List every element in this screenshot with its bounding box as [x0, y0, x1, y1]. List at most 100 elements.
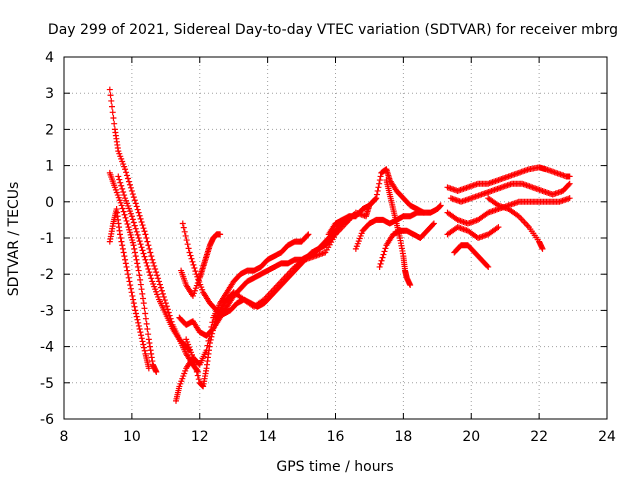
data-point: [374, 187, 381, 194]
data-point: [189, 258, 196, 265]
y-tick-label: -2: [40, 267, 54, 283]
data-point: [186, 249, 193, 256]
data-point: [124, 271, 131, 278]
data-point: [129, 292, 136, 299]
data-point: [124, 267, 131, 274]
series-track-b: [106, 169, 160, 375]
data-point: [117, 179, 124, 186]
data-point: [139, 338, 146, 345]
data-point: [141, 228, 148, 235]
data-point: [126, 278, 133, 285]
x-tick-label: 10: [123, 429, 141, 445]
data-point: [143, 320, 150, 327]
data-point: [190, 358, 197, 365]
data-point: [128, 289, 135, 296]
data-point: [304, 232, 311, 239]
data-point: [539, 245, 546, 252]
data-point: [124, 175, 131, 182]
series-track-q: [451, 242, 492, 270]
data-point: [376, 263, 383, 270]
data-point: [140, 295, 147, 302]
data-point: [209, 330, 216, 337]
data-point: [157, 284, 164, 291]
data-point: [144, 238, 151, 245]
data-point: [132, 200, 139, 207]
data-point: [136, 238, 143, 245]
data-point: [118, 238, 125, 245]
data-point: [109, 109, 116, 116]
y-tick-label: 0: [45, 195, 54, 211]
data-point: [122, 166, 129, 173]
data-point: [139, 290, 146, 297]
data-point: [149, 256, 156, 263]
data-point: [154, 272, 161, 279]
data-point: [130, 296, 137, 303]
data-point: [107, 92, 114, 99]
data-point: [123, 217, 130, 224]
data-point: [143, 259, 150, 266]
series-track-p: [444, 195, 573, 227]
data-point: [135, 267, 142, 274]
data-point: [122, 260, 129, 267]
data-point: [420, 209, 427, 216]
data-point: [137, 276, 144, 283]
x-tick-label: 22: [530, 429, 548, 445]
y-tick-label: -6: [40, 412, 54, 428]
data-point: [380, 251, 387, 258]
data-point: [206, 339, 213, 346]
y-tick-label: 2: [45, 122, 54, 138]
data-point: [127, 282, 134, 289]
data-point: [152, 266, 159, 273]
data-point: [130, 219, 137, 226]
data-point: [184, 241, 191, 248]
data-point: [188, 255, 195, 262]
data-point: [138, 332, 145, 339]
data-point: [124, 221, 131, 228]
data-point: [135, 322, 142, 329]
x-tick-label: 20: [462, 429, 480, 445]
data-point: [407, 282, 414, 289]
data-point: [145, 242, 152, 249]
data-point: [180, 224, 187, 231]
data-point: [142, 310, 149, 317]
data-point: [133, 256, 140, 263]
data-point: [143, 235, 150, 241]
y-tick-label: -4: [40, 340, 54, 356]
x-tick-label: 16: [327, 429, 345, 445]
data-point: [131, 197, 138, 204]
data-point: [108, 103, 115, 110]
data-point: [138, 218, 145, 225]
x-tick-label: 14: [259, 429, 277, 445]
data-point: [137, 215, 144, 222]
data-point: [182, 232, 189, 239]
data-point: [207, 336, 214, 343]
data-point: [376, 180, 383, 187]
data-point: [194, 372, 201, 379]
data-point: [116, 176, 123, 183]
data-point: [156, 281, 163, 288]
data-point: [125, 178, 132, 185]
data-point: [135, 319, 142, 326]
data-point: [119, 242, 126, 249]
data-point: [147, 249, 154, 256]
data-point: [135, 209, 142, 216]
data-point: [108, 97, 115, 104]
data-point: [132, 225, 139, 232]
series-track-i: [178, 231, 224, 299]
data-point: [118, 202, 125, 209]
data-point: [134, 263, 141, 270]
data-point: [495, 224, 502, 231]
data-point: [148, 275, 155, 282]
data-point: [376, 177, 383, 184]
data-point: [128, 213, 135, 220]
data-point: [161, 297, 168, 304]
data-point: [566, 180, 573, 187]
data-point: [183, 237, 190, 244]
data-point: [129, 191, 136, 198]
y-tick-label: 4: [45, 50, 54, 66]
data-point: [137, 241, 144, 248]
data-point: [141, 347, 148, 354]
data-point: [117, 235, 124, 241]
